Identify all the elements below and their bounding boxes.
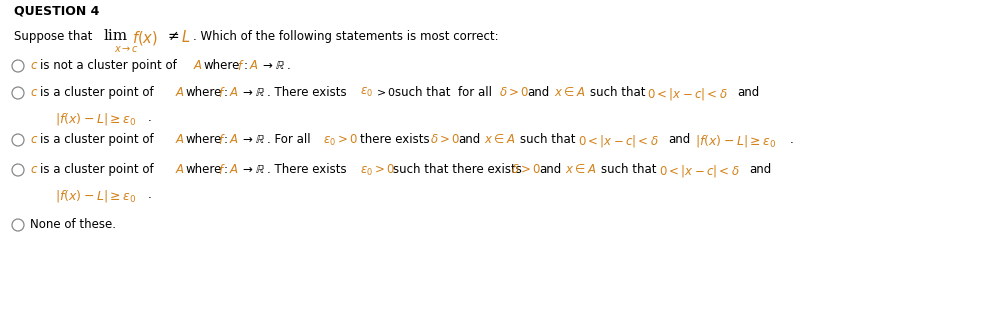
Text: $\varepsilon_0$: $\varepsilon_0$	[360, 86, 373, 99]
Text: $\to$: $\to$	[260, 59, 273, 72]
Text: $A$: $A$	[249, 59, 259, 72]
Text: $> 0$: $> 0$	[374, 86, 396, 98]
Text: $0 < |x-c| < \delta$: $0 < |x-c| < \delta$	[659, 163, 740, 179]
Text: there exists: there exists	[360, 133, 429, 146]
Text: such that  for all: such that for all	[395, 86, 492, 99]
Text: :: :	[224, 133, 228, 146]
Text: .: .	[790, 133, 794, 146]
Text: $0 < |x-c| < \delta$: $0 < |x-c| < \delta$	[647, 86, 728, 102]
Text: $f$: $f$	[218, 163, 225, 177]
Text: where: where	[204, 59, 240, 72]
Text: :: :	[224, 86, 228, 99]
Text: $\delta > 0$: $\delta > 0$	[499, 86, 530, 99]
Text: such that there exists: such that there exists	[393, 163, 522, 176]
Text: $c$: $c$	[30, 59, 38, 72]
Text: . There exists: . There exists	[267, 86, 346, 99]
Text: is a cluster point of: is a cluster point of	[40, 133, 153, 146]
Text: Suppose that: Suppose that	[14, 30, 92, 43]
Text: :: :	[244, 59, 248, 72]
Text: . Which of the following statements is most correct:: . Which of the following statements is m…	[193, 30, 498, 43]
Text: $\to$: $\to$	[240, 86, 253, 99]
Text: $\delta > 0$: $\delta > 0$	[430, 133, 460, 146]
Text: and: and	[527, 86, 550, 99]
Text: and: and	[539, 163, 562, 176]
Text: $\varepsilon_0 > 0$: $\varepsilon_0 > 0$	[360, 163, 395, 178]
Text: $\mathbb{R}$: $\mathbb{R}$	[255, 133, 265, 146]
Text: $c$: $c$	[30, 163, 38, 176]
Text: $c$: $c$	[30, 86, 38, 99]
Text: $\mathbb{R}$: $\mathbb{R}$	[255, 86, 265, 99]
Text: $\it{f}$$\it{(x)}$: $\it{f}$$\it{(x)}$	[132, 29, 158, 47]
Text: is a cluster point of: is a cluster point of	[40, 163, 153, 176]
Text: $\to$: $\to$	[240, 163, 253, 176]
Text: QUESTION 4: QUESTION 4	[14, 5, 99, 18]
Text: None of these.: None of these.	[30, 218, 116, 231]
Text: and: and	[458, 133, 480, 146]
Text: where: where	[186, 86, 222, 99]
Text: $x \in A$: $x \in A$	[565, 163, 597, 176]
Text: :: :	[224, 163, 228, 176]
Text: $\varepsilon_0 > 0$: $\varepsilon_0 > 0$	[323, 133, 358, 148]
Text: $L$: $L$	[181, 29, 190, 45]
Text: $|f(x) - L| \geq \varepsilon_0$: $|f(x) - L| \geq \varepsilon_0$	[55, 111, 136, 127]
Text: . For all: . For all	[267, 133, 310, 146]
Text: $x \in A$: $x \in A$	[484, 133, 516, 146]
Text: .: .	[148, 111, 152, 124]
Text: is not a cluster point of: is not a cluster point of	[40, 59, 177, 72]
Text: $\mathbb{R}$: $\mathbb{R}$	[255, 163, 265, 176]
Text: $A$: $A$	[175, 133, 185, 146]
Text: $x \in A$: $x \in A$	[554, 86, 586, 99]
Text: $A$: $A$	[175, 86, 185, 99]
Text: and: and	[668, 133, 691, 146]
Text: $c$: $c$	[30, 133, 38, 146]
Text: is a cluster point of: is a cluster point of	[40, 86, 153, 99]
Text: $|f(x) - L| \geq \varepsilon_0$: $|f(x) - L| \geq \varepsilon_0$	[55, 188, 136, 204]
Text: $\delta > 0$: $\delta > 0$	[511, 163, 542, 176]
Text: where: where	[186, 163, 222, 176]
Text: such that: such that	[520, 133, 576, 146]
Text: $x \to c$: $x \to c$	[114, 44, 139, 54]
Text: $0 < |x-c| < \delta$: $0 < |x-c| < \delta$	[578, 133, 659, 149]
Text: such that: such that	[601, 163, 657, 176]
Text: and: and	[749, 163, 771, 176]
Text: where: where	[186, 133, 222, 146]
Text: $\mathbb{R}$: $\mathbb{R}$	[275, 59, 285, 72]
Text: $\to$: $\to$	[240, 133, 253, 146]
Text: $f$: $f$	[218, 133, 225, 147]
Text: such that: such that	[590, 86, 646, 99]
Text: $A$: $A$	[229, 86, 239, 99]
Text: $f$: $f$	[237, 59, 244, 73]
Text: $|f(x) - L| \geq \varepsilon_0$: $|f(x) - L| \geq \varepsilon_0$	[695, 133, 777, 149]
Text: $A$: $A$	[193, 59, 203, 72]
Text: .: .	[287, 59, 290, 72]
Text: $f$: $f$	[218, 86, 225, 100]
Text: lim: lim	[104, 29, 128, 43]
Text: and: and	[737, 86, 759, 99]
Text: .: .	[148, 188, 152, 201]
Text: $\neq$: $\neq$	[165, 29, 180, 43]
Text: $A$: $A$	[229, 163, 239, 176]
Text: . There exists: . There exists	[267, 163, 346, 176]
Text: $A$: $A$	[229, 133, 239, 146]
Text: $A$: $A$	[175, 163, 185, 176]
